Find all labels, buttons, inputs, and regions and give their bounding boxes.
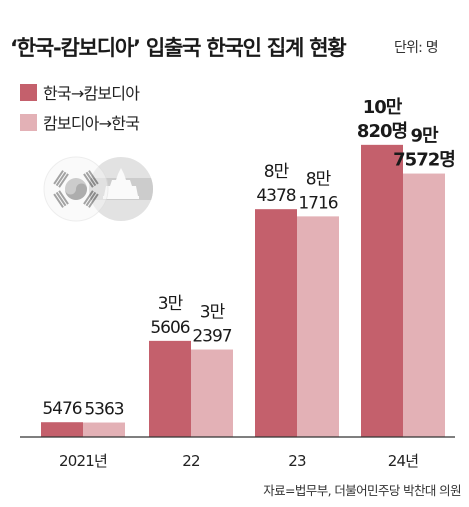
bar-series1-4 [361,144,403,438]
value-label-series1-1-line1: 5476 [42,399,81,419]
bar-series2-4 [403,173,445,437]
bar-series2-2 [191,349,233,437]
legend-item-cambodia-to-korea: 캄보디아→한국 [20,110,140,134]
legend-swatch-cambodia-to-korea [20,113,37,131]
bar-series2-3 [297,216,339,437]
legend-label-korea-to-cambodia: 한국→캄보디아 [43,84,140,103]
bar-series1-2 [149,340,191,437]
bar-series2-1 [83,422,125,437]
source-note: 자료=법무부, 더불어민주당 박찬대 의원 [263,483,461,498]
value-label-series2-4-line1: 9만 [410,126,439,147]
value-label-series2-3-line1: 8만 [306,169,332,189]
value-label-series1-4-line1: 10만 [363,97,403,118]
value-label-series2-3-line2: 1716 [298,193,337,213]
value-label-series1-2-line1: 3만 [158,294,184,314]
value-label-series1-2-line2: 5606 [150,318,189,338]
value-labels-layer: 5476 5363 3만 5606 3만 2397 8만 4378 8만 1716 10만 820명 9… [42,97,455,420]
south-korea-flag-icon [43,156,109,222]
value-label-series1-4-line2: 820명 [357,121,407,142]
bar-series1-1 [41,422,83,437]
legend-item-korea-to-cambodia: 한국→캄보디아 [20,80,140,104]
bars-layer [41,144,445,438]
legend-label-cambodia-to-korea: 캄보디아→한국 [43,114,140,133]
unit-label: 단위: 명 [394,40,439,56]
value-label-series2-2-line2: 2397 [192,327,231,347]
chart-title: ‘한국-캄보디아’ 입출국 한국인 집계 현황 [10,36,347,60]
x-tick-label-3: 23 [288,452,306,470]
x-tick-label-4: 24년 [388,452,419,470]
value-label-series1-3-line2: 4378 [256,186,295,206]
value-label-series2-4-line2: 7572명 [393,150,455,171]
x-axis-labels: 2021년 22 23 24년 [59,452,419,470]
legend-swatch-korea-to-cambodia [20,83,37,101]
value-label-series2-2-line1: 3만 [200,303,226,323]
x-tick-label-1: 2021년 [59,452,107,470]
x-tick-label-2: 22 [182,452,200,470]
value-label-series1-3-line1: 8만 [264,162,290,182]
bar-series1-3 [255,209,297,437]
value-label-series2-1-line1: 5363 [84,400,123,420]
